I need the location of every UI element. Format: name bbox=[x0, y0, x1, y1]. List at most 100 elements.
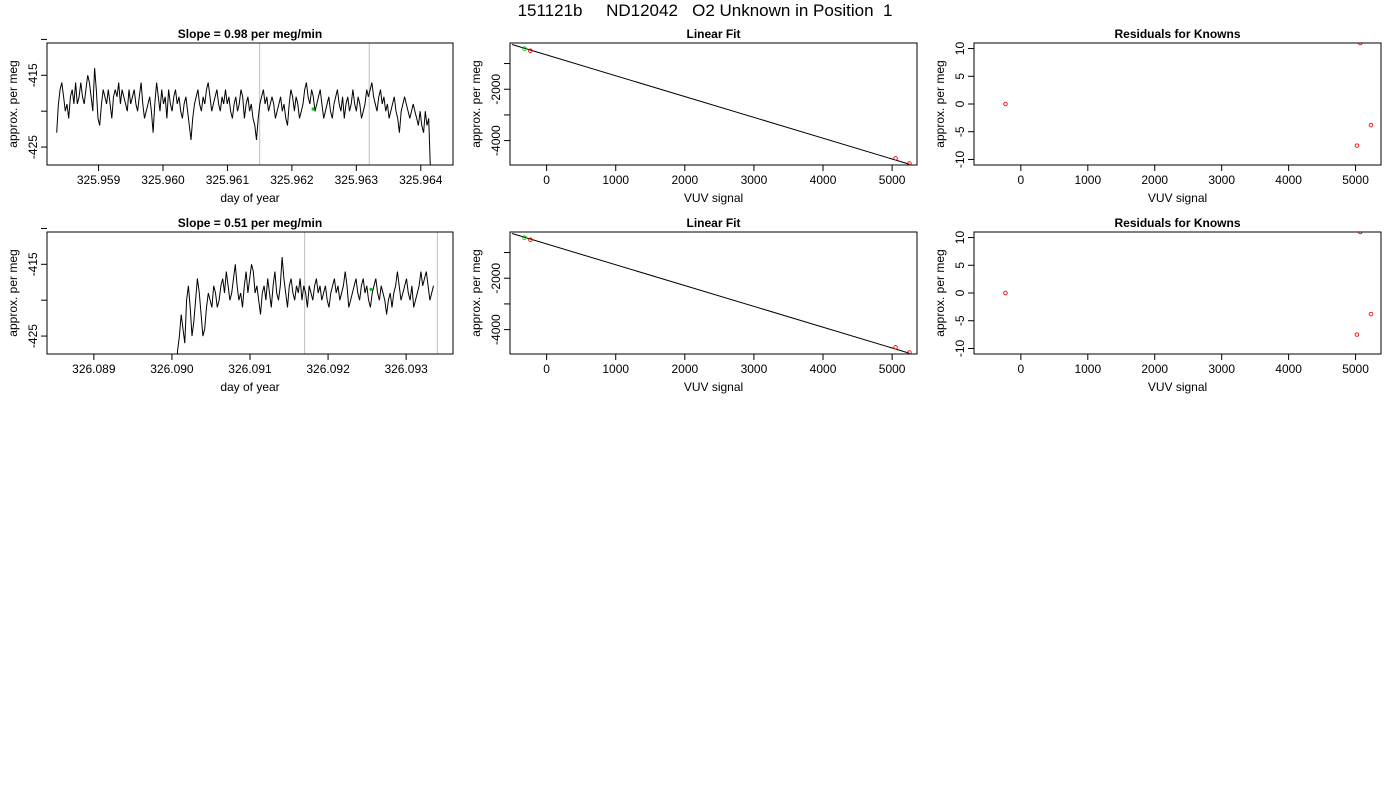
x-tick-label: 0 bbox=[1018, 362, 1025, 376]
x-tick-label: 326.089 bbox=[72, 362, 116, 376]
chart-panel-2: Linear Fit 0 1000 2000 3000 4000 5000 -4000 -200… bbox=[469, 27, 918, 205]
x-tick-label: 325.964 bbox=[399, 173, 443, 187]
x-tick-label: 326.092 bbox=[306, 362, 350, 376]
x-tick-label: 3000 bbox=[741, 173, 768, 187]
chart-panel-3: Residuals for Knowns 0 1000 2000 3000 4000 500… bbox=[933, 27, 1382, 205]
x-tick-label: 3000 bbox=[741, 362, 768, 376]
y-axis-label: approx. per meg bbox=[6, 60, 20, 147]
plot-frame bbox=[46, 231, 454, 355]
x-tick-label: 326.093 bbox=[384, 362, 428, 376]
data-point bbox=[1357, 232, 1363, 235]
x-tick-label: 1000 bbox=[1074, 173, 1101, 187]
x-tick-label: 4000 bbox=[1275, 173, 1302, 187]
data-point bbox=[1368, 122, 1374, 128]
data-point bbox=[907, 350, 912, 354]
y-tick-label: -415 bbox=[26, 63, 40, 87]
y-tick-label: -425 bbox=[26, 324, 40, 348]
data-point bbox=[893, 156, 898, 161]
x-tick-label: 325.959 bbox=[77, 173, 121, 187]
chart-title: Slope = 0.98 per meg/min bbox=[178, 27, 322, 41]
chart-panel-5: Linear Fit 0 1000 2000 3000 4000 5000 -4000 -200… bbox=[469, 216, 918, 394]
x-axis-label: day of year bbox=[220, 380, 279, 394]
data-point bbox=[893, 345, 898, 350]
highlight-point bbox=[369, 287, 373, 292]
chart-title: Slope = 0.51 per meg/min bbox=[178, 216, 322, 230]
x-tick-label: 325.961 bbox=[206, 173, 250, 187]
series-line bbox=[56, 68, 431, 165]
y-tick-label: 0 bbox=[953, 289, 967, 296]
x-tick-label: 1000 bbox=[602, 173, 629, 187]
x-tick-label: 5000 bbox=[1342, 173, 1369, 187]
y-tick-label: 5 bbox=[953, 262, 967, 269]
x-tick-label: 1000 bbox=[602, 362, 629, 376]
x-tick-label: 5000 bbox=[879, 173, 906, 187]
data-point bbox=[528, 237, 533, 242]
x-tick-label: 325.963 bbox=[335, 173, 379, 187]
y-tick-label: -5 bbox=[953, 315, 967, 326]
chart-title: Residuals for Knowns bbox=[1114, 27, 1240, 41]
y-tick-label: -5 bbox=[953, 126, 967, 137]
x-tick-label: 0 bbox=[543, 173, 550, 187]
plot-frame bbox=[509, 42, 918, 166]
data-point bbox=[907, 161, 912, 165]
chart-panel-1: Slope = 0.98 per meg/min 325.959 325.960 32… bbox=[6, 27, 454, 205]
y-tick-label: -4000 bbox=[489, 314, 503, 345]
x-tick-label: 3000 bbox=[1208, 173, 1235, 187]
data-point bbox=[1368, 311, 1374, 317]
x-tick-label: 0 bbox=[543, 362, 550, 376]
x-tick-label: 4000 bbox=[810, 173, 837, 187]
chart-panel-4: Slope = 0.51 per meg/min 326.089 326.090 32… bbox=[6, 216, 454, 394]
x-tick-label: 3000 bbox=[1208, 362, 1235, 376]
series-line bbox=[176, 257, 434, 354]
y-tick-label: -2000 bbox=[489, 263, 503, 294]
y-tick-label: -10 bbox=[953, 339, 967, 357]
y-axis-label: approx. per meg bbox=[933, 249, 947, 336]
chart-panel-6: Residuals for Knowns 0 1000 2000 3000 4000 500… bbox=[933, 216, 1382, 394]
x-tick-label: 2000 bbox=[1141, 173, 1168, 187]
plot-frame bbox=[509, 231, 918, 355]
x-tick-label: 5000 bbox=[879, 362, 906, 376]
x-axis-label: VUV signal bbox=[684, 191, 743, 205]
x-tick-label: 326.090 bbox=[150, 362, 194, 376]
y-tick-label: 10 bbox=[953, 231, 967, 245]
plot-frame bbox=[973, 231, 1382, 355]
y-tick-label: 0 bbox=[953, 100, 967, 107]
data-point bbox=[528, 48, 533, 53]
x-tick-label: 1000 bbox=[1074, 362, 1101, 376]
x-tick-label: 4000 bbox=[1275, 362, 1302, 376]
x-tick-label: 325.960 bbox=[141, 173, 185, 187]
x-tick-label: 326.091 bbox=[228, 362, 272, 376]
x-tick-label: 4000 bbox=[810, 362, 837, 376]
data-point bbox=[522, 46, 527, 51]
x-tick-label: 0 bbox=[1018, 173, 1025, 187]
y-axis-label: approx. per meg bbox=[6, 249, 20, 336]
y-tick-label: -10 bbox=[953, 150, 967, 168]
x-axis-label: day of year bbox=[220, 191, 279, 205]
data-point bbox=[1354, 332, 1360, 337]
chart-title: Linear Fit bbox=[686, 216, 740, 230]
y-tick-label: -2000 bbox=[489, 74, 503, 105]
y-axis-label: approx. per meg bbox=[469, 60, 483, 147]
y-tick-label: 5 bbox=[953, 73, 967, 80]
data-point bbox=[1354, 143, 1360, 148]
y-tick-label: -425 bbox=[26, 135, 40, 159]
x-tick-label: 2000 bbox=[671, 173, 698, 187]
x-axis-label: VUV signal bbox=[684, 380, 743, 394]
highlight-point bbox=[311, 107, 315, 111]
x-tick-label: 2000 bbox=[1141, 362, 1168, 376]
fit-line bbox=[511, 44, 910, 165]
data-point bbox=[522, 235, 527, 240]
y-tick-label: -4000 bbox=[489, 125, 503, 156]
chart-title: Linear Fit bbox=[686, 27, 740, 41]
x-axis-label: VUV signal bbox=[1148, 191, 1207, 205]
y-tick-label: -415 bbox=[26, 252, 40, 276]
y-tick-label: 10 bbox=[953, 42, 967, 56]
data-point bbox=[1003, 101, 1008, 107]
data-point bbox=[1003, 290, 1008, 296]
fit-line bbox=[511, 233, 910, 354]
y-axis-label: approx. per meg bbox=[469, 249, 483, 336]
page-title: 151121b ND12042 O2 Unknown in Position 1 bbox=[517, 1, 893, 20]
x-tick-label: 325.962 bbox=[270, 173, 314, 187]
x-tick-label: 5000 bbox=[1342, 362, 1369, 376]
